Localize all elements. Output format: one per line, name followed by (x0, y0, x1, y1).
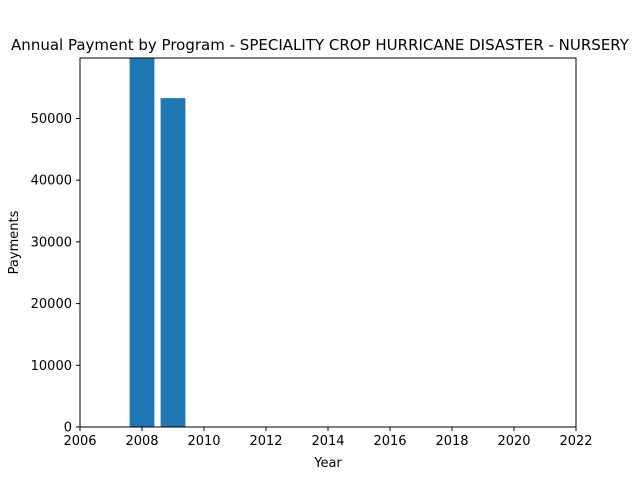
plot-area-frame (79, 57, 577, 428)
x-axis-label: Year (313, 456, 342, 471)
x-tick-label: 2014 (311, 434, 344, 449)
x-axis-ticks: 2006 2008 2010 2012 2014 2016 2018 2020 2022 (63, 427, 593, 449)
x-tick-label: 2022 (559, 434, 592, 449)
bars-group (129, 58, 186, 427)
y-tick-label: 40000 (31, 174, 72, 189)
y-tick-label: 20000 (31, 297, 72, 312)
x-tick-label: 2018 (435, 434, 468, 449)
y-tick-label: 50000 (31, 112, 72, 127)
x-tick-label: 2020 (497, 434, 530, 449)
x-tick-label: 2010 (187, 434, 220, 449)
x-tick-label: 2006 (63, 434, 96, 449)
x-tick-label: 2008 (125, 434, 158, 449)
bar-2008 (129, 58, 155, 427)
bar-2009 (160, 98, 186, 427)
chart-title: Annual Payment by Program - SPECIALITY C… (11, 36, 630, 54)
y-tick-label: 30000 (31, 235, 72, 250)
y-axis-ticks: 0 10000 20000 30000 40000 50000 (31, 112, 80, 436)
x-tick-label: 2012 (249, 434, 282, 449)
y-axis-label: Payments (7, 210, 22, 274)
y-tick-label: 0 (64, 421, 72, 436)
x-tick-label: 2016 (373, 434, 406, 449)
y-tick-label: 10000 (31, 359, 72, 374)
